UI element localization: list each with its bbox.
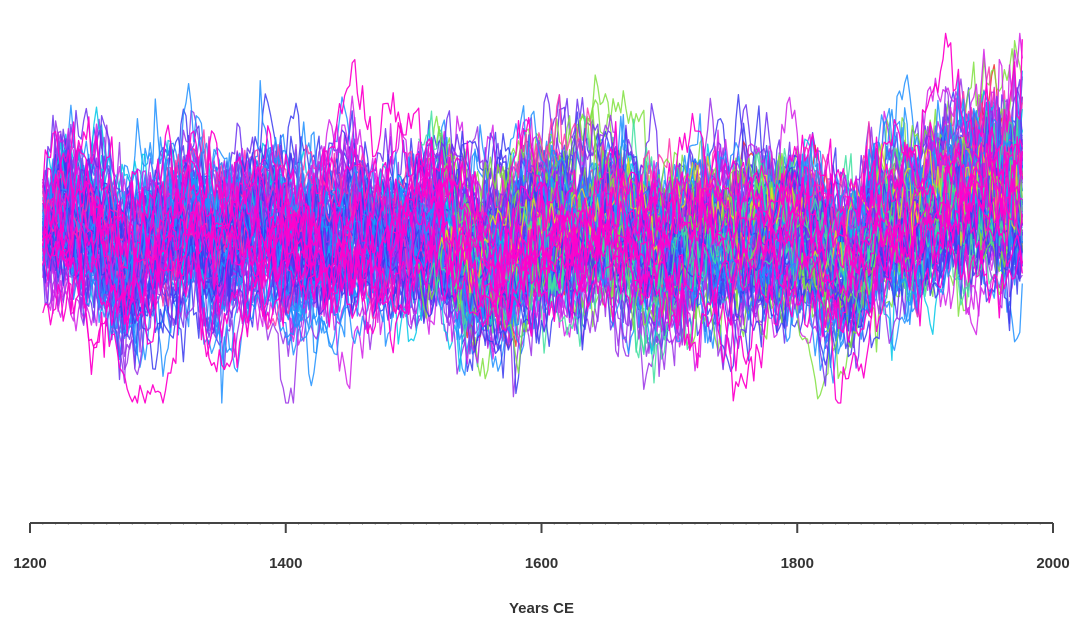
x-axis-major-ticks: 1200 1400 1600 1800 2000 [13,523,1070,572]
x-axis-title: Years CE [509,600,574,617]
x-axis-tick-label: 1600 [525,555,558,572]
series-line [428,99,1023,359]
x-axis-tick-label: 1800 [781,555,814,572]
x-axis-tick-label: 1400 [269,555,302,572]
x-axis-tick-label: 1200 [13,555,46,572]
x-axis-minor-ticks [29,524,1054,525]
series-line [42,39,1023,330]
series-line [42,32,1023,271]
series-line [42,160,1023,404]
series-line [42,138,1023,328]
series-group [42,32,1023,404]
series-line [42,130,1023,335]
series-line [42,124,1023,353]
x-axis: 1200 1400 1600 1800 2000 [13,522,1070,572]
x-axis-tick-label: 2000 [1036,555,1069,572]
